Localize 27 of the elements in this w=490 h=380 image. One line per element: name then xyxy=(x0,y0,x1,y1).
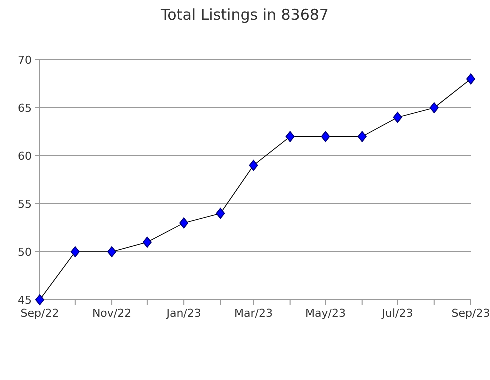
y-tick-label: 65 xyxy=(18,102,32,115)
point xyxy=(286,131,295,142)
point xyxy=(430,102,439,114)
x-tick-label: Jul/23 xyxy=(381,307,414,320)
x-tick-label: Nov/22 xyxy=(92,307,132,320)
point xyxy=(393,112,402,124)
y-tick-label: 45 xyxy=(18,294,32,307)
x-tick-label: May/23 xyxy=(306,307,346,320)
point xyxy=(108,246,117,258)
y-tick-label: 50 xyxy=(18,246,32,259)
point xyxy=(142,236,152,248)
x-tick-label: Mar/23 xyxy=(234,307,273,320)
point xyxy=(358,131,367,142)
y-tick-label: 60 xyxy=(18,150,32,163)
point xyxy=(180,218,189,229)
y-tick-label: 70 xyxy=(18,54,32,67)
point xyxy=(321,131,330,142)
point xyxy=(70,246,80,258)
y-tick-label: 55 xyxy=(18,198,32,211)
x-tick-label: Jan/23 xyxy=(166,307,202,320)
chart-title: Total Listings in 83687 xyxy=(160,6,329,24)
point xyxy=(249,160,258,172)
point xyxy=(36,294,44,306)
x-tick-label: Sep/22 xyxy=(20,307,60,320)
point xyxy=(466,74,476,85)
x-tick-label: Sep/23 xyxy=(452,307,490,320)
point xyxy=(216,208,226,220)
